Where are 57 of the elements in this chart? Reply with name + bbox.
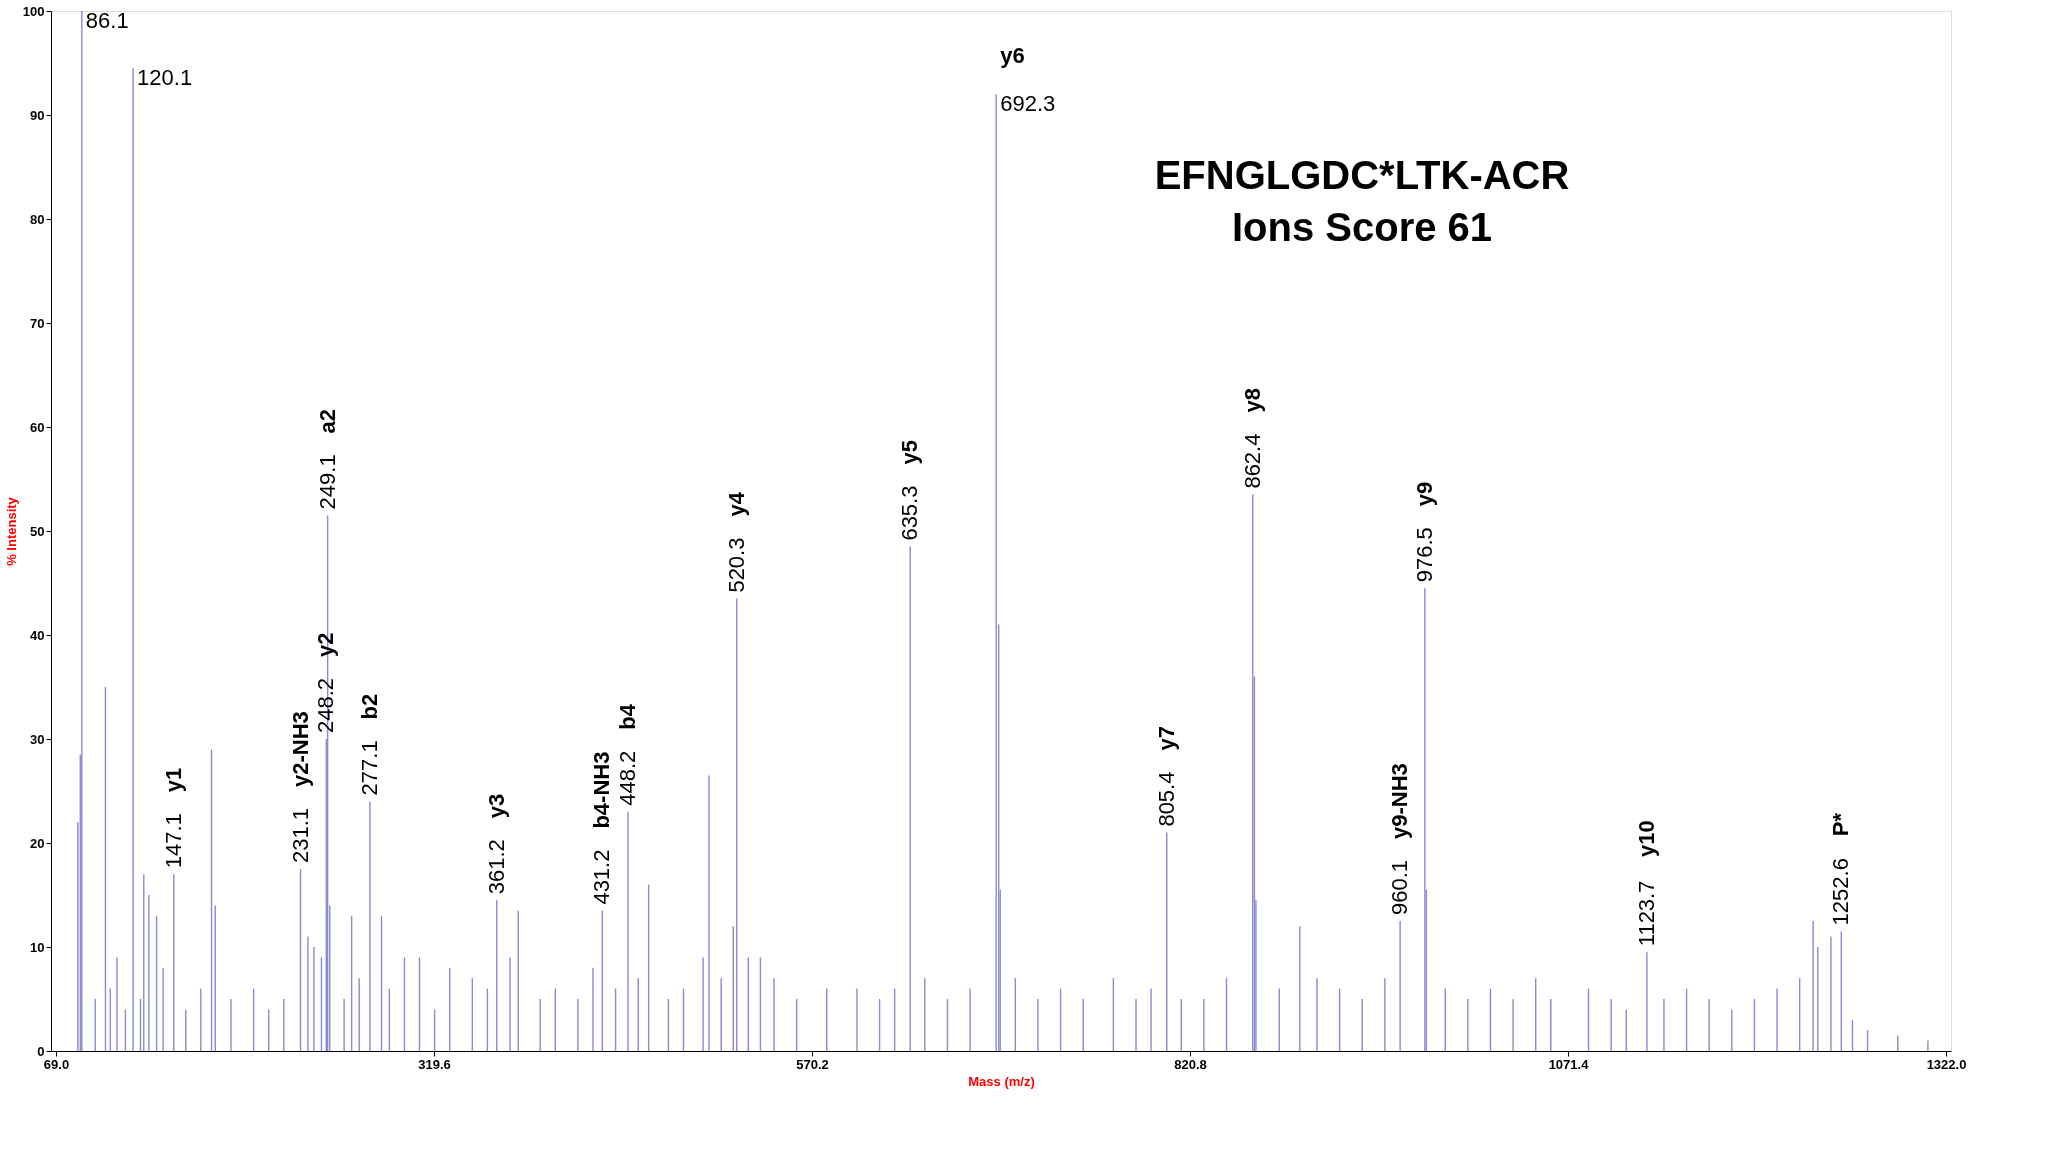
annotation: 249.1: [314, 454, 340, 510]
annotation: b4-NH3: [589, 751, 615, 829]
y-tick-label: 70: [30, 315, 45, 331]
annotation: 520.3: [723, 537, 749, 593]
annotation: EFNGLGDC*LTK-ACR: [1154, 153, 1570, 198]
annotation: 1123.7: [1633, 880, 1659, 947]
y-tick-label: 10: [30, 939, 45, 955]
annotation: 448.2: [614, 750, 640, 806]
annotation: 120.1: [137, 65, 193, 91]
annotation: y5: [897, 440, 923, 465]
x-tick-label: 820.8: [1174, 1056, 1207, 1072]
y-axis-title: % Intensity: [3, 496, 19, 566]
annotation: 248.2: [313, 677, 339, 733]
annotation: 960.1: [1387, 859, 1413, 915]
annotation: 86.1: [85, 8, 129, 33]
annotation: y3: [483, 793, 509, 819]
x-tick-label: 1322.0: [1926, 1056, 1967, 1072]
y-tick-label: 100: [22, 3, 45, 19]
annotation: y9: [1411, 481, 1437, 507]
annotation: 277.1: [356, 740, 382, 796]
annotation: 147.1: [160, 813, 186, 869]
annotation: 431.2: [589, 849, 615, 905]
annotation: y6: [1000, 43, 1025, 69]
annotation: y2-NH3: [287, 711, 313, 787]
y-tick-label: 90: [30, 107, 45, 123]
annotation: 692.3: [1000, 91, 1056, 117]
annotation: y7: [1153, 726, 1179, 751]
annotation: 361.2: [483, 839, 509, 895]
annotation: 976.5: [1411, 527, 1437, 583]
x-tick-label: 319.6: [418, 1056, 451, 1072]
annotation: 231.1: [287, 807, 313, 863]
x-axis-title: Mass (m/z): [968, 1073, 1035, 1089]
annotation: y10: [1633, 820, 1659, 857]
annotation: y1: [160, 767, 186, 793]
y-tick-label: 30: [30, 731, 45, 747]
annotation: P*: [1828, 812, 1854, 837]
annotation: a2: [314, 408, 340, 434]
annotation: y4: [723, 491, 749, 517]
annotation: b4: [614, 703, 640, 730]
annotation: 862.4: [1239, 433, 1265, 489]
y-tick-label: 0: [37, 1043, 45, 1059]
x-tick-label: 570.2: [796, 1056, 829, 1072]
annotation: 1252.6: [1828, 858, 1854, 926]
y-tick-label: 40: [30, 627, 45, 643]
annotation: b2: [356, 693, 382, 720]
y-tick-label: 50: [30, 523, 45, 539]
x-tick-label: 69.0: [43, 1056, 70, 1072]
annotation: 805.4: [1153, 771, 1179, 827]
annotation: Ions Score 61: [1231, 205, 1493, 250]
x-tick-label: 1071.4: [1548, 1056, 1590, 1072]
annotation: 635.3: [897, 485, 923, 541]
annotation: y8: [1239, 388, 1265, 413]
annotation: y2: [313, 632, 339, 657]
y-tick-label: 60: [30, 419, 45, 435]
annotation: y9-NH3: [1387, 763, 1413, 839]
y-tick-label: 80: [30, 211, 45, 227]
y-tick-label: 20: [30, 835, 45, 851]
